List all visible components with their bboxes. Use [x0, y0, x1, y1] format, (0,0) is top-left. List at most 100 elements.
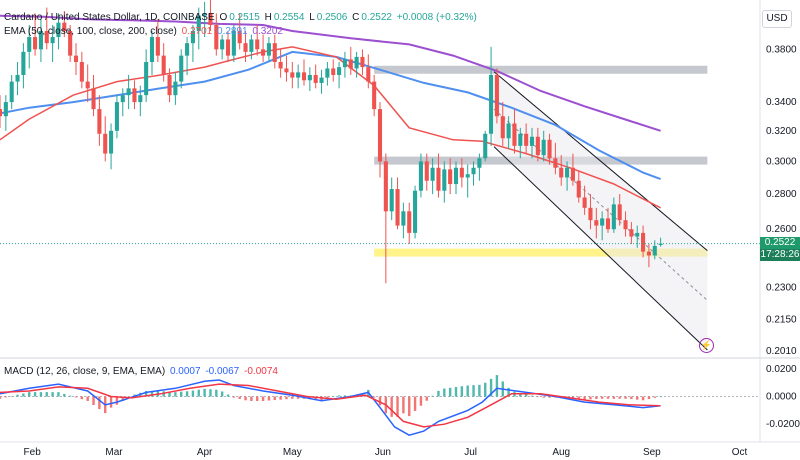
candle-down: [500, 116, 505, 139]
candle-down: [594, 220, 599, 226]
macd-hist-bar: [226, 394, 230, 397]
macd-hist-bar: [647, 396, 651, 400]
macd-hist-bar: [10, 396, 13, 397]
macd-hist-bar: [256, 396, 259, 401]
candle-up: [401, 211, 406, 226]
candle-down: [436, 167, 441, 191]
macd-hist-bar: [51, 392, 54, 397]
macd-hist-bar: [630, 396, 633, 400]
candle-down: [225, 39, 231, 56]
candle-down: [407, 211, 412, 233]
macd-hist-bar: [168, 391, 171, 397]
candle-up: [483, 133, 488, 159]
candle-up: [489, 74, 494, 134]
candle-down: [553, 158, 558, 168]
time-tick-label: Apr: [197, 447, 213, 458]
macd-hist-bar: [68, 395, 72, 397]
ema50-line: [0, 46, 661, 209]
candle-up: [149, 37, 155, 62]
candle-up: [319, 77, 324, 83]
candle-up: [342, 59, 347, 68]
macd-hist-bar: [98, 396, 101, 410]
candle-up: [190, 31, 195, 44]
macd-hist-bar: [443, 388, 446, 397]
candle-down: [85, 81, 90, 89]
bolt-icon[interactable]: ⚡: [699, 338, 714, 353]
candle-up: [413, 190, 418, 233]
currency-button[interactable]: USD: [762, 10, 792, 28]
candle-up: [27, 37, 32, 52]
macd-hist-bar: [273, 396, 276, 401]
macd-hist-bar: [431, 395, 434, 397]
macd-hist-bar: [4, 396, 8, 398]
symbol-title[interactable]: Cardano / United States Dollar, 1D, COIN…: [4, 12, 215, 23]
macd-hist-bar: [536, 396, 540, 398]
macd-hist-bar: [22, 393, 25, 397]
candle-up: [120, 95, 125, 103]
candle-up: [179, 55, 184, 82]
macd-hist-bar: [238, 396, 241, 399]
candle-up: [600, 218, 605, 226]
candle-up: [109, 130, 114, 154]
candle-down: [68, 31, 73, 56]
grid: [0, 0, 800, 443]
price-tick-label: 0.3200: [766, 126, 797, 137]
symbol-legend: Cardano / United States Dollar, 1D, COIN…: [4, 12, 479, 24]
macd-hist-bar: [402, 396, 405, 414]
macd-hist-bar: [127, 396, 130, 398]
macd-tick-label: 0.0200: [766, 364, 797, 375]
candle-up: [635, 232, 640, 237]
ema-legend-label: EMA (50, close, 100, close, 200, close): [4, 26, 177, 37]
open-label: O: [219, 12, 228, 23]
candle-up: [565, 167, 570, 178]
macd-hist-bar: [332, 396, 335, 398]
candle-up: [453, 167, 459, 185]
macd-hist-bar: [337, 395, 341, 397]
candle-down: [132, 88, 137, 103]
candle-up: [430, 167, 435, 181]
macd-hist-bar: [220, 391, 224, 397]
candle-up: [465, 174, 470, 178]
candle-down: [97, 109, 102, 134]
price-tick-label: 0.2010: [766, 346, 797, 357]
price-tick-label: 0.3800: [766, 44, 797, 55]
price-tick-label: 0.3400: [766, 97, 797, 108]
low-label: L: [309, 12, 315, 23]
macd-legend[interactable]: MACD (12, 26, close, 9, EMA, EMA) 0.0007…: [4, 366, 280, 378]
candle-down: [348, 59, 353, 69]
macd-hist-bar: [577, 396, 580, 400]
candle-up: [15, 74, 20, 82]
candle-down: [366, 67, 371, 82]
candle-up: [266, 43, 271, 56]
ema-legend[interactable]: EMA (50, close, 100, close, 200, close) …: [4, 26, 285, 38]
macd-hist-bar: [203, 388, 206, 397]
candle-down: [0, 109, 3, 117]
candle-up: [173, 81, 178, 96]
macd-hist-bar: [326, 396, 329, 399]
macd-tick-label: 0.0000: [766, 392, 797, 403]
macd-hist-bar: [115, 396, 119, 405]
candle-down: [605, 218, 611, 230]
macd-hist-bar: [396, 396, 399, 417]
macd-hist-bar: [653, 396, 656, 398]
yellow-zone: [374, 248, 708, 257]
macd-tick-label: -0.0200: [766, 419, 800, 430]
candle-down: [588, 207, 593, 221]
candle-down: [331, 68, 336, 75]
macd-hist-bar: [583, 396, 586, 400]
candle-up: [202, 13, 207, 16]
candle-up: [529, 136, 535, 146]
candle-up: [38, 31, 43, 50]
price-tick-label: 0.3000: [766, 156, 797, 167]
macd-hist-bar: [437, 390, 440, 397]
candle-down: [103, 133, 108, 154]
gray-zone: [374, 65, 708, 74]
macd-hist-bar: [279, 396, 282, 400]
macd-hist-bar: [466, 385, 469, 397]
candle-down: [255, 39, 260, 50]
candle-down: [623, 220, 628, 230]
bar-countdown: 17:28:26: [760, 248, 800, 261]
low-value: 0.2506: [316, 12, 348, 23]
candle-up: [196, 15, 201, 32]
